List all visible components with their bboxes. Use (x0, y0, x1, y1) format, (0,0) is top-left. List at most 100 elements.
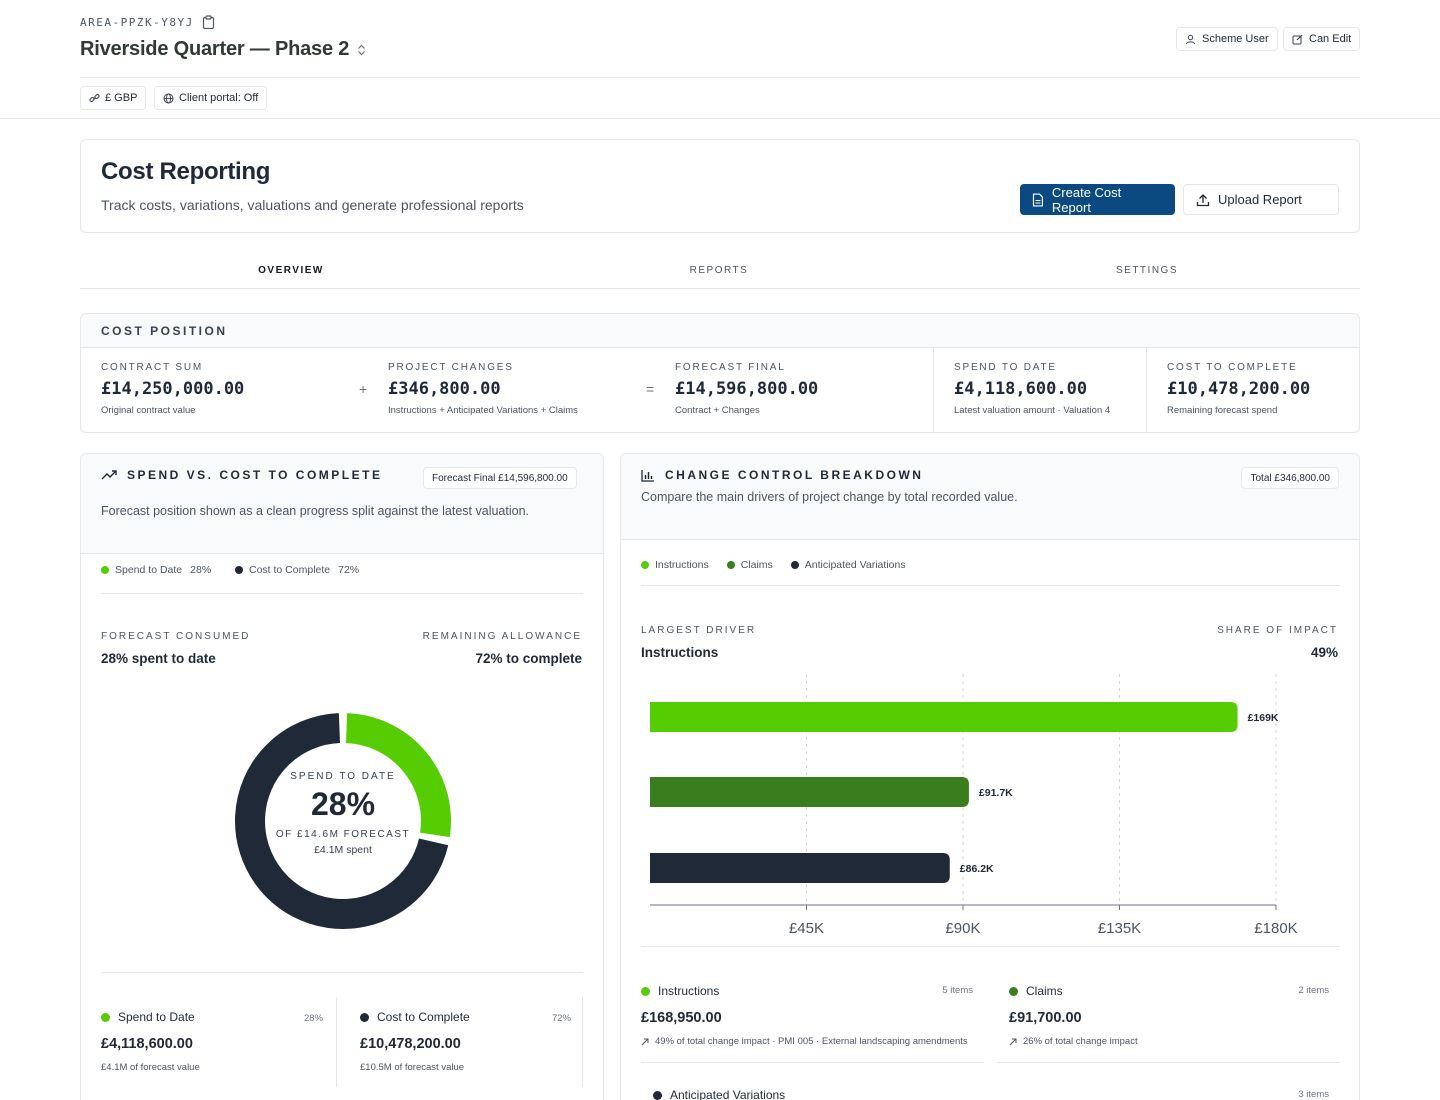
cost-position-header (81, 314, 1359, 348)
legend-label: Instructions (655, 559, 709, 571)
upload-report-button[interactable]: Upload Report (1183, 184, 1339, 215)
tile-pct: 72% (551, 1013, 571, 1024)
largest-driver-value: Instructions (641, 645, 719, 660)
metric-project-changes: PROJECT CHANGES £346,800.00 Instructions… (388, 362, 578, 416)
tile-name-text: Claims (1026, 984, 1063, 998)
tile-value: £168,950.00 (641, 1010, 722, 1026)
tile-divider (582, 997, 583, 1087)
tile-count: 2 items (1298, 985, 1329, 996)
metric-value: £10,478,200.00 (1167, 379, 1311, 399)
tile-divider (336, 997, 337, 1087)
metric-note: Instructions + Anticipated Variations + … (388, 405, 578, 416)
tile-count: 5 items (942, 985, 973, 996)
forecast-final-badge: Forecast Final £14,596,800.00 (423, 467, 577, 489)
donut-center: SPEND TO DATE 28% OF £14.6M FORECAST £4.… (233, 711, 453, 856)
client-portal-chip[interactable]: Client portal: Off (154, 86, 268, 110)
change-tile-instructions: Instructions 5 items £168,950.00 49% of … (641, 984, 983, 1047)
tile-dot (101, 1012, 110, 1022)
donut-segment-cost-to-complete (235, 713, 449, 929)
change-panel: CHANGE CONTROL BREAKDOWN Total £346,800.… (620, 453, 1360, 1100)
spend-panel: SPEND VS. COST TO COMPLETE Forecast Fina… (80, 453, 604, 1100)
legend-divider (101, 593, 583, 594)
create-cost-report-label: Create Cost Report (1051, 184, 1122, 215)
bar-data-label: £169K (1248, 712, 1279, 724)
metric-divider (933, 348, 934, 432)
legend-dot (101, 566, 109, 574)
legend-label: Cost to Complete (249, 564, 331, 576)
tile-pct: 28% (303, 1013, 323, 1024)
legend-label: Anticipated Variations (804, 559, 906, 571)
scheme-user-button[interactable]: Scheme User (1176, 27, 1278, 51)
remaining-allowance-label: REMAINING ALLOWANCE (422, 631, 582, 642)
metric-value: £14,250,000.00 (101, 379, 245, 399)
tiles-divider (101, 972, 583, 973)
document-icon (1032, 192, 1044, 207)
area-code: AREA-PPZK-Y8YJ (80, 15, 215, 29)
globe-icon (163, 93, 174, 103)
spend-panel-title: SPEND VS. COST TO COMPLETE (101, 468, 382, 482)
legend-instructions: Instructions (641, 559, 709, 571)
metric-value: £4,118,600.00 (954, 379, 1088, 399)
donut-segment-spend-to-date (345, 713, 451, 838)
can-edit-button[interactable]: Can Edit (1283, 27, 1361, 51)
cost-position-title: COST POSITION (101, 324, 228, 338)
tile-note: £10.5M of forecast value (360, 1062, 465, 1073)
metric-note: Remaining forecast spend (1167, 405, 1278, 416)
metric-note: Latest valuation amount · Valuation 4 (954, 405, 1111, 416)
bar-data-label: £91.7K (979, 787, 1013, 799)
metric-value: £14,596,800.00 (675, 379, 819, 399)
scheme-user-label: Scheme User (1202, 33, 1269, 45)
metric-contract-sum: CONTRACT SUM £14,250,000.00 Original con… (101, 362, 244, 416)
legend-dot (726, 561, 735, 569)
legend-spend-to-date: Spend to Date 28% (101, 564, 211, 576)
donut-center-value: 28% (310, 786, 376, 822)
legend-pct: 72% (338, 564, 360, 576)
legend-label: Spend to Date (115, 564, 183, 576)
client-portal-label: Client portal: Off (179, 92, 259, 104)
metric-divider (1146, 348, 1147, 432)
metric-note: Original contract value (101, 405, 196, 416)
tab-reports[interactable]: REPORTS (689, 265, 749, 276)
currency-label: £ GBP (105, 92, 138, 104)
legend-divider (641, 585, 1340, 586)
total-badge: Total £346,800.00 (1241, 467, 1339, 489)
remaining-allowance-value: 72% to complete (475, 651, 582, 666)
change-legend: Instructions Claims Anticipated Variatio… (641, 559, 906, 571)
x-tick-label: £90K (945, 920, 980, 937)
legend-cost-to-complete: Cost to Complete 72% (235, 564, 359, 576)
spend-panel-description: Forecast position shown as a clean progr… (101, 504, 530, 518)
tab-overview[interactable]: OVERVIEW (258, 265, 324, 276)
cost-position-card: COST POSITION CONTRACT SUM £14,250,000.0… (80, 313, 1360, 433)
user-icon (1186, 34, 1195, 44)
tile-dot (360, 1012, 369, 1022)
tab-settings[interactable]: SETTINGS (1115, 265, 1178, 276)
metric-label: CONTRACT SUM (101, 362, 203, 373)
chart-divider (641, 946, 1340, 947)
legend-dot (790, 561, 799, 569)
equals-operator: = (646, 381, 655, 397)
page-subtitle: Track costs, variations, valuations and … (101, 197, 524, 213)
can-edit-label: Can Edit (1309, 33, 1352, 45)
edit-icon (1292, 34, 1303, 44)
legend-dot (641, 561, 649, 569)
create-cost-report-button[interactable]: Create Cost Report (1020, 184, 1175, 215)
tile-name-text: Instructions (658, 984, 720, 998)
x-tick-label: £135K (1098, 920, 1141, 937)
bar-anticipated-variations (650, 853, 950, 883)
tile-value: £91,700.00 (1009, 1010, 1082, 1026)
tile-note-text: 26% of total change impact (1023, 1036, 1138, 1047)
project-title: Riverside Quarter — Phase 2 (80, 38, 350, 60)
tile-value: £10,478,200.00 (360, 1036, 461, 1052)
chevron-up-down-icon (358, 44, 366, 55)
metric-forecast-final: FORECAST FINAL £14,596,800.00 Contract +… (675, 362, 818, 416)
spend-tile-cost-to-complete: Cost to Complete 72% £10,478,200.00 £10.… (360, 1010, 571, 1073)
tile-underline (997, 1062, 1340, 1063)
project-selector[interactable]: Riverside Quarter — Phase 2 (80, 38, 366, 61)
currency-chip[interactable]: £ GBP (80, 86, 147, 110)
change-panel-title-text: CHANGE CONTROL BREAKDOWN (665, 468, 924, 482)
forecast-consumed-label: FORECAST CONSUMED (101, 631, 251, 642)
change-panel-title: CHANGE CONTROL BREAKDOWN (641, 468, 923, 482)
clipboard-icon[interactable] (202, 15, 215, 29)
legend-label: Claims (740, 559, 773, 571)
tile-count: 3 items (1298, 1089, 1329, 1100)
